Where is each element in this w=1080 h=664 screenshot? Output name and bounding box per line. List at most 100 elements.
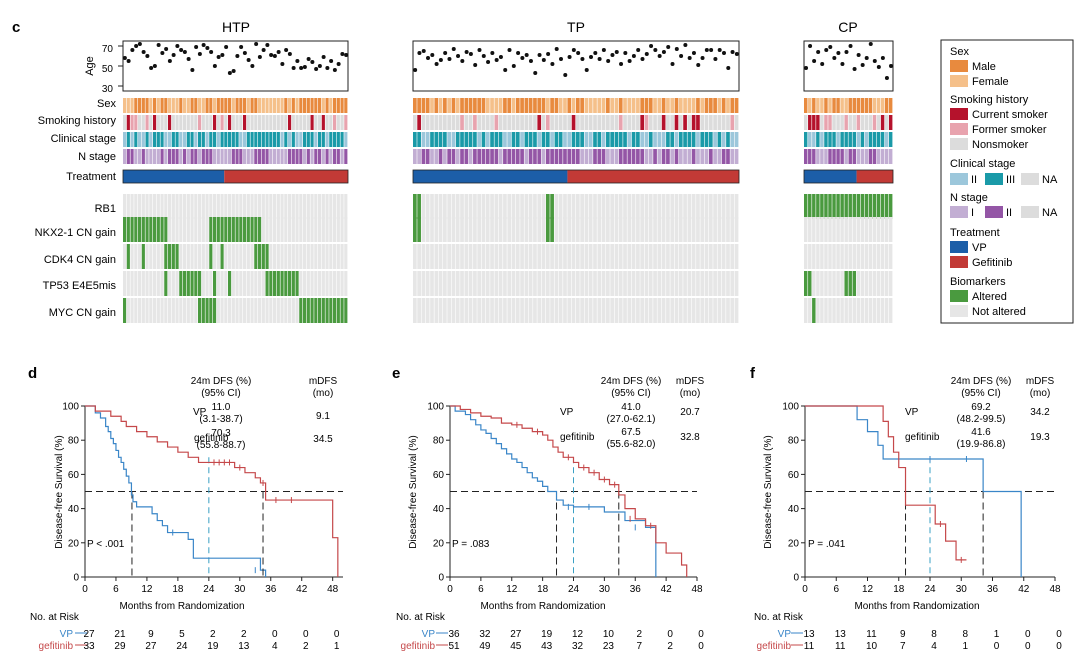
age-point [413,68,418,72]
biomarker-cell [183,298,187,323]
biomarker-cell [537,244,542,269]
risk-count: 36 [448,629,460,640]
biomarker-cell [228,244,232,269]
biomarker-cell [576,244,580,269]
n-stage-cell [648,149,653,164]
clinical-stage-cell [175,132,179,147]
clinical-stage-cell [713,132,717,147]
biomarker-cell [503,217,507,242]
smoking-cell [258,115,262,130]
age-point [160,51,165,55]
biomarker-cell [239,194,243,219]
clinical-stage-cell [828,132,832,147]
n-stage-cell [194,149,198,164]
smoking-cell [631,115,636,130]
biomarker-cell [648,194,653,219]
smoking-cell [550,115,554,130]
age-point [696,63,701,67]
biomarker-cell [856,194,861,219]
track-label-treatment: Treatment [66,171,116,183]
biomarker-cell [713,298,717,323]
clinical-stage-cell [280,132,284,147]
biomarker-cell [220,194,224,219]
biomarker-cell [321,217,325,242]
biomarker-cell [344,298,348,323]
biomarker-cell [235,217,239,242]
age-plot-frame [803,40,894,92]
biomarker-cell [567,194,572,219]
n-stage-cell [848,149,852,164]
n-stage-cell [310,149,314,164]
biomarker-cell [303,194,307,219]
smoking-cell [239,115,243,130]
biomarker-cell [618,244,623,269]
biomarker-cell [687,194,692,219]
biomarker-cell [852,298,856,323]
track-label-sex: Sex [97,98,116,110]
sex-cell [303,98,307,113]
biomarker-cell [713,194,717,219]
table-gef-ci: (19.9-86.8) [957,439,1006,450]
biomarker-cell [239,298,243,323]
biomarker-cell [696,271,700,296]
legend-swatch-altered [950,290,968,302]
biomarker-cell [696,217,700,242]
clinical-stage-cell [201,132,205,147]
risk-count: 0 [698,641,704,652]
biomarker-cell [299,194,303,219]
age-point [164,47,169,51]
biomarker-cell [201,298,205,323]
biomarker-cell [205,298,209,323]
biomarker-cell [145,298,149,323]
biomarker-cell [876,217,881,242]
biomarker-cell [430,217,434,242]
biomarker-cell [648,244,653,269]
biomarker-cell [674,194,679,219]
biomarker-cell [832,217,836,242]
biomarker-cell [734,217,739,242]
biomarker-cell [888,298,893,323]
age-point [212,64,217,68]
age-point [670,62,675,66]
biomarker-cell [558,217,563,242]
biomarker-cell [860,298,865,323]
biomarker-cell [580,244,584,269]
biomarker-cell [627,244,632,269]
table-gef-label: gefitinib [905,432,940,443]
smoking-cell [340,115,344,130]
smoking-cell [674,115,679,130]
biomarker-cell [325,244,329,269]
biomarker-cell [734,194,739,219]
biomarker-cell [156,194,160,219]
biomarker-cell [336,271,340,296]
biomarker-cell [678,271,683,296]
biomarker-cell [545,271,550,296]
biomarker-cell [183,217,187,242]
biomarker-cell [683,298,687,323]
y-tick-label: 0 [438,573,444,584]
n-stage-cell [295,149,299,164]
biomarker-cell [507,244,512,269]
n-stage-cell [840,149,844,164]
biomarker-cell [284,244,288,269]
smoking-cell [864,115,869,130]
clinical-stage-cell [205,132,209,147]
n-stage-cell [601,149,606,164]
n-stage-cell [541,149,546,164]
biomarker-cell [460,244,464,269]
age-point [721,51,726,55]
smoking-cell [563,115,567,130]
x-tick-label: 6 [833,584,839,595]
n-stage-cell [558,149,563,164]
biomarker-cell [231,244,235,269]
biomarker-cell [464,217,469,242]
smoking-cell [832,115,836,130]
biomarker-cell [329,298,333,323]
biomarker-cell [864,298,869,323]
table-vp-label: VP [905,407,919,418]
biomarker-cell [597,244,602,269]
age-point [299,66,304,70]
biomarker-cell [123,194,127,219]
smoking-cell [130,115,134,130]
biomarker-cell [175,194,179,219]
